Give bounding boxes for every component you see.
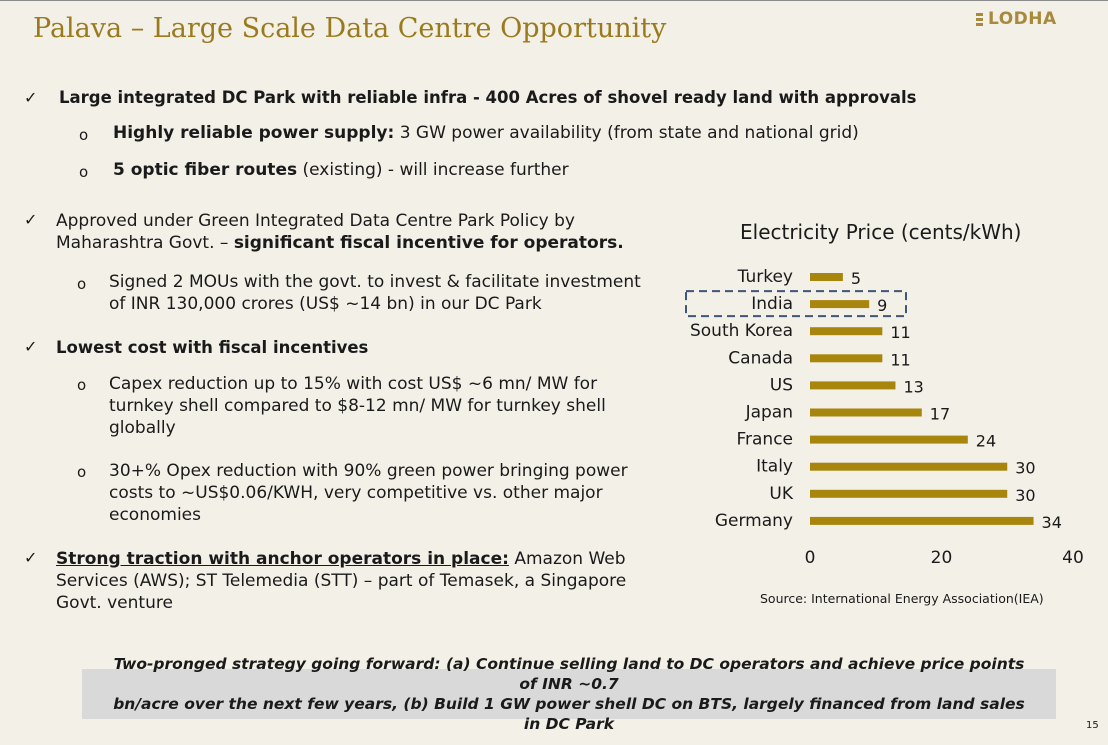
data-label-italy: 30 bbox=[1015, 459, 1035, 478]
strategy-text: Two-pronged strategy going forward: (a) … bbox=[104, 654, 1034, 734]
bar-france bbox=[810, 435, 968, 444]
bullet-1-sub-1: Highly reliable power supply: 3 GW power… bbox=[113, 122, 859, 144]
bullet-2-bold: significant fiscal incentive for operato… bbox=[233, 233, 624, 253]
category-label-south-korea: South Korea bbox=[690, 321, 793, 341]
bullet-3-sub-1-line-2: turnkey shell compared to $8-12 mn/ MW f… bbox=[109, 396, 606, 416]
circle-bullet-icon: o bbox=[79, 163, 89, 181]
check-icon: ✓ bbox=[24, 337, 38, 356]
strategy-line-2: bn/acre over the next few years, (b) Bui… bbox=[113, 695, 1025, 733]
data-label-canada: 11 bbox=[890, 350, 910, 369]
data-label-japan: 17 bbox=[930, 405, 950, 424]
data-label-uk: 30 bbox=[1015, 486, 1035, 505]
strategy-callout: Two-pronged strategy going forward: (a) … bbox=[82, 655, 1056, 733]
chart-source: Source: International Energy Association… bbox=[760, 591, 1044, 606]
bullet-3-sub-2-line-3: economies bbox=[109, 505, 201, 525]
bullet-4-line-2: Services (AWS); ST Telemedia (STT) – par… bbox=[56, 571, 627, 591]
category-label-france: France bbox=[736, 430, 793, 450]
strategy-line-1: Two-pronged strategy going forward: (a) … bbox=[113, 655, 1025, 693]
page-number: 15 bbox=[1086, 720, 1099, 731]
x-tick-label-40: 40 bbox=[1062, 548, 1084, 568]
bar-italy bbox=[810, 462, 1008, 471]
data-label-france: 24 bbox=[976, 432, 996, 451]
circle-bullet-icon: o bbox=[79, 126, 89, 144]
bar-uk bbox=[810, 489, 1008, 498]
bar-japan bbox=[810, 408, 922, 417]
data-label-germany: 34 bbox=[1042, 513, 1062, 532]
x-tick-label-0: 0 bbox=[805, 548, 816, 568]
data-label-turkey: 5 bbox=[851, 269, 861, 288]
check-icon: ✓ bbox=[24, 88, 38, 107]
sub-1-text: 3 GW power availability (from state and … bbox=[394, 123, 859, 143]
logo-mark-icon bbox=[976, 12, 983, 26]
top-rule bbox=[0, 0, 1108, 1]
logo-text: LODHA bbox=[988, 9, 1057, 29]
bullet-3-sub-1-line-1: Capex reduction up to 15% with cost US$ … bbox=[109, 374, 598, 394]
bullet-4-line-3: Govt. venture bbox=[56, 593, 173, 613]
bullet-3-sub-2-line-2: costs to ~US$0.06/KWH, very competitive … bbox=[109, 483, 603, 503]
bullet-4-text: Amazon Web bbox=[508, 549, 626, 569]
bullet-1-sub-2: 5 optic fiber routes (existing) - will i… bbox=[113, 159, 569, 181]
category-label-turkey: Turkey bbox=[737, 267, 793, 287]
bar-us bbox=[810, 381, 896, 390]
electricity-price-chart: Turkey 5 India 9 South Korea 11 Canada 11 US 13 Ja… bbox=[685, 267, 1084, 568]
chart-title: Electricity Price (cents/kWh) bbox=[740, 220, 1022, 244]
bullet-4-line-1: Strong traction with anchor operators in… bbox=[56, 548, 626, 570]
circle-bullet-icon: o bbox=[77, 376, 87, 394]
check-icon: ✓ bbox=[24, 548, 38, 567]
bullet-3-text: Lowest cost with fiscal incentives bbox=[56, 338, 369, 357]
category-label-canada: Canada bbox=[728, 348, 793, 368]
highlight-box-india bbox=[685, 290, 907, 318]
bar-canada bbox=[810, 354, 883, 363]
bullet-2-line-1: Approved under Green Integrated Data Cen… bbox=[56, 211, 575, 231]
data-label-india: 9 bbox=[877, 296, 887, 315]
data-label-us: 13 bbox=[903, 377, 923, 396]
category-label-uk: UK bbox=[769, 484, 793, 504]
bullet-2-sub-line-1: Signed 2 MOUs with the govt. to invest &… bbox=[109, 272, 641, 292]
category-label-italy: Italy bbox=[756, 457, 793, 477]
category-label-india: India bbox=[751, 294, 793, 314]
category-label-japan: Japan bbox=[745, 403, 793, 423]
sub-1-bold: Highly reliable power supply: bbox=[113, 123, 395, 143]
bar-germany bbox=[810, 516, 1034, 525]
data-label-south-korea: 11 bbox=[890, 323, 910, 342]
bullet-3-sub-2-line-1: 30+% Opex reduction with 90% green power… bbox=[109, 461, 628, 481]
sub-2-text: (existing) - will increase further bbox=[297, 160, 569, 180]
bullet-2-line-2: Maharashtra Govt. – significant fiscal i… bbox=[56, 232, 624, 254]
circle-bullet-icon: o bbox=[77, 275, 87, 293]
bullet-1-text: Large integrated DC Park with reliable i… bbox=[59, 88, 917, 107]
bullet-2-sub-line-2: of INR 130,000 crores (US$ ~14 bn) in ou… bbox=[109, 294, 542, 314]
category-label-us: US bbox=[770, 375, 793, 395]
bar-turkey bbox=[810, 273, 843, 281]
bar-india bbox=[810, 300, 870, 309]
category-label-germany: Germany bbox=[715, 511, 793, 531]
x-tick-label-20: 20 bbox=[931, 548, 953, 568]
bar-south-korea bbox=[810, 327, 883, 336]
bullet-4-bold: Strong traction with anchor operators in… bbox=[56, 549, 509, 569]
sub-2-bold: 5 optic fiber routes bbox=[113, 160, 298, 180]
circle-bullet-icon: o bbox=[77, 463, 87, 481]
check-icon: ✓ bbox=[24, 210, 38, 229]
slide-title: Palava – Large Scale Data Centre Opportu… bbox=[33, 13, 667, 44]
lodha-logo: LODHA bbox=[976, 9, 1057, 29]
bullet-3-sub-1-line-3: globally bbox=[109, 418, 176, 438]
bullet-2-plain: Maharashtra Govt. – bbox=[56, 233, 234, 253]
